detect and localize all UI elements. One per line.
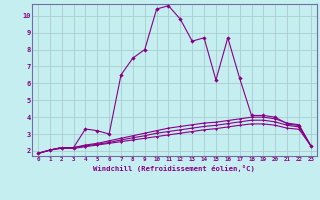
X-axis label: Windchill (Refroidissement éolien,°C): Windchill (Refroidissement éolien,°C) <box>93 165 255 172</box>
